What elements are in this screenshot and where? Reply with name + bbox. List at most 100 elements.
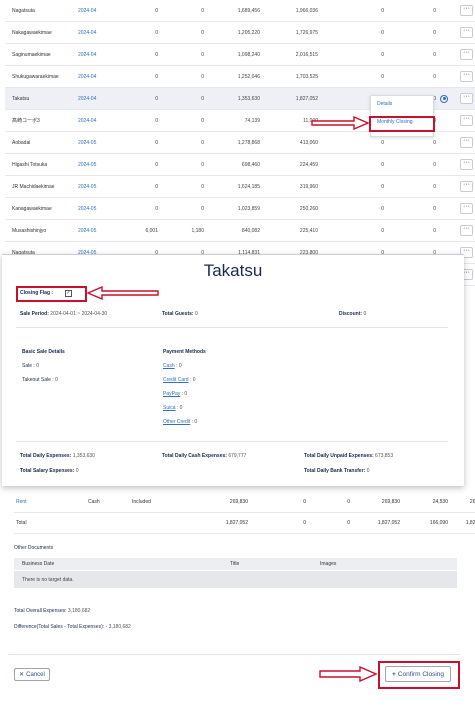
period-link[interactable]: 2024-04 (76, 43, 122, 66)
more-actions-button[interactable]: ··· (460, 159, 473, 170)
store-name: Nakagawaekimae (5, 21, 76, 44)
cell-value: 0 (320, 153, 386, 176)
cancel-button[interactable]: ✕ Cancel (14, 668, 50, 681)
expense-cell: 0 (308, 492, 352, 513)
store-name: Musashishinjyo (5, 219, 76, 242)
selected-radio-icon[interactable] (440, 94, 448, 103)
total-overall-expenses: Total Overall Expenses: 3,180,682 (14, 608, 91, 614)
cell-value: 0 (320, 197, 386, 220)
total-guests: Total Guests: 0 (162, 311, 198, 317)
more-cell: ··· (458, 109, 475, 132)
more-cell: ··· (458, 0, 475, 22)
annotation-box-closing-flag (16, 286, 87, 302)
more-cell: ··· (458, 87, 475, 110)
cell-value: 224,459 (262, 153, 320, 176)
more-actions-button[interactable]: ··· (460, 137, 473, 148)
more-actions-button[interactable]: ··· (460, 225, 473, 236)
period-link[interactable]: 2024-05 (76, 153, 122, 176)
more-actions-button[interactable]: ··· (460, 49, 473, 60)
period-link[interactable]: 2024-05 (76, 219, 122, 242)
other-documents-heading: Other Documents (14, 545, 54, 551)
period-link[interactable]: 2024-04 (76, 0, 122, 22)
period-link[interactable]: 2024-04 (76, 21, 122, 44)
total-daily-bank-transfer: Total Daily Bank Transfer: 0 (304, 468, 370, 474)
cell-value: 2,016,515 (262, 43, 320, 66)
cell-value: 1,252,046 (206, 65, 262, 88)
cell-value: 840,082 (206, 219, 262, 242)
more-actions-button[interactable]: ··· (460, 71, 473, 82)
expense-cell: 24,530 (402, 492, 450, 513)
details-menu-item[interactable]: Details (377, 101, 393, 107)
period-link[interactable]: 2024-05 (76, 197, 122, 220)
period-link[interactable]: 2024-04 (76, 109, 122, 132)
cash-link[interactable]: Cash (163, 363, 175, 369)
cell-value: 0 (320, 21, 386, 44)
sale-period: Sale Period: 2024-04-01 ~ 2024-04-30 (20, 311, 108, 317)
cell-value: 0 (160, 131, 206, 154)
more-actions-button[interactable]: ··· (460, 181, 473, 192)
select-cell (438, 65, 458, 88)
cell-value: 1,827,052 (262, 87, 320, 110)
expense-cell (86, 512, 130, 534)
credit-card-link[interactable]: Credit Card (163, 377, 189, 383)
select-cell (438, 175, 458, 198)
annotation-box-monthly-closing (369, 116, 435, 132)
suica-link[interactable]: Suica (163, 405, 176, 411)
store-name: Kanagawaekimae (5, 197, 76, 220)
cell-value: 319,960 (262, 175, 320, 198)
more-actions-button[interactable]: ··· (460, 247, 473, 258)
cell-value: 74,139 (206, 109, 262, 132)
cell-value: 6,001 (122, 219, 160, 242)
cell-value: 0 (386, 175, 438, 198)
expense-cell: 0 (308, 512, 352, 534)
more-actions-button[interactable]: ··· (460, 93, 473, 104)
cell-value: 698,460 (206, 153, 262, 176)
table-row: Musashishinjyo 2024-05 6,001 1,180 840,082 22… (5, 219, 475, 242)
table-row: JR Machidaekimae 2024-05 0 0 1,624,185 319,96… (5, 175, 475, 198)
cell-value: 1,023,859 (206, 197, 262, 220)
period-link[interactable]: 2024-04 (76, 65, 122, 88)
confirm-closing-button[interactable]: + Confirm Closing (385, 666, 451, 682)
expense-cell: 1,827,052 (352, 512, 402, 534)
more-actions-button[interactable]: ··· (460, 115, 473, 126)
store-name: Nagatsuta (5, 0, 76, 22)
more-actions-button[interactable]: ··· (460, 5, 473, 16)
cell-value: 413,060 (262, 131, 320, 154)
other-credit-link[interactable]: Other Credit (163, 419, 191, 425)
table-row: Higashi Totsuka 2024-05 0 0 698,460 224,459 0 0… (5, 153, 475, 176)
cell-value: 1,726,975 (262, 21, 320, 44)
annotation-box-confirm (378, 661, 460, 689)
credit-card-row: Credit Card : 0 (163, 377, 196, 383)
takeout-sale-value: Takeout Sale : 0 (22, 377, 58, 383)
more-cell: ··· (458, 131, 475, 154)
cell-value: 0 (160, 197, 206, 220)
annotation-arrow-confirm (319, 666, 378, 682)
empty-text: There is no target data. (22, 577, 74, 583)
cell-value: 0 (386, 153, 438, 176)
closing-flag-checkbox[interactable]: ✓ (65, 290, 72, 297)
expense-cell[interactable]: Rent (14, 492, 86, 513)
cell-value: 1,689,456 (206, 0, 262, 22)
cell-value: 0 (122, 109, 160, 132)
more-actions-button[interactable]: ··· (460, 27, 473, 38)
other-documents-empty-row: There is no target data. (14, 571, 457, 588)
cell-value: 0 (160, 65, 206, 88)
monthly-closing-menu-item[interactable]: Monthly Closing (377, 119, 413, 125)
difference: Difference(Total Sales - Total Expenses)… (14, 624, 131, 630)
cell-value: 0 (160, 175, 206, 198)
period-link[interactable]: 2024-05 (76, 175, 122, 198)
expense-cell: Total (14, 512, 86, 534)
cell-value: 0 (122, 153, 160, 176)
store-name: JR Machidaekimae (5, 175, 76, 198)
expense-cell: 1,827,052 (184, 512, 250, 534)
more-actions-button[interactable]: ··· (460, 203, 473, 214)
cell-value: 0 (386, 131, 438, 154)
paypay-link[interactable]: PayPay (163, 391, 181, 397)
cell-value: 0 (386, 43, 438, 66)
cell-value: 0 (386, 65, 438, 88)
sale-value: Sale : 0 (22, 363, 39, 369)
period-link[interactable]: 2024-05 (76, 131, 122, 154)
period-link[interactable]: 2024-04 (76, 87, 122, 110)
cell-value: 1,353,630 (206, 87, 262, 110)
more-cell: ··· (458, 65, 475, 88)
